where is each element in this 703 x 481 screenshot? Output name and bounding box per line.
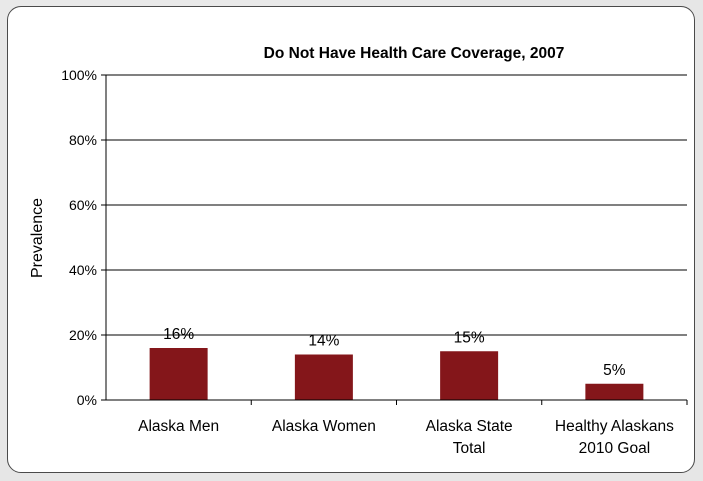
x-tick-label-line: Total: [453, 440, 486, 457]
y-tick-label: 80%: [69, 132, 97, 148]
bars: [149, 348, 644, 400]
y-tick-label: 60%: [69, 197, 97, 213]
bar: [294, 354, 353, 400]
x-tick-label-line: Alaska State: [426, 418, 513, 435]
bar: [440, 351, 499, 400]
data-label: 16%: [163, 326, 194, 343]
data-label: 14%: [308, 333, 339, 350]
x-tick-label-line: Healthy Alaskans: [555, 418, 674, 435]
bar: [585, 383, 644, 400]
x-tick-label: Alaska Women: [272, 418, 376, 435]
y-axis-label: Prevalence: [29, 198, 46, 278]
labels: 0% 20% 40% 60% 80% 100% 16% Alaska Men 14% Alaska…: [61, 67, 674, 457]
data-label: 15%: [454, 329, 485, 346]
x-tick-label-line: Alaska Men: [138, 418, 219, 435]
x-tick-label: Alaska Men: [138, 418, 219, 435]
chart-title: Do Not Have Health Care Coverage, 2007: [264, 45, 565, 62]
axes: [101, 74, 688, 405]
data-label: 5%: [603, 362, 626, 379]
x-tick-label: Alaska State Total: [426, 418, 513, 457]
y-tick-label: 0%: [77, 392, 97, 408]
x-tick-label-line: Alaska Women: [272, 418, 376, 435]
y-tick-label: 20%: [69, 327, 97, 343]
x-tick-label-line: 2010 Goal: [579, 440, 651, 457]
x-tick-label: Healthy Alaskans 2010 Goal: [555, 418, 674, 457]
bar: [149, 348, 208, 400]
y-tick-label: 40%: [69, 262, 97, 278]
gridlines: [106, 74, 687, 336]
y-tick-label: 100%: [61, 67, 97, 83]
